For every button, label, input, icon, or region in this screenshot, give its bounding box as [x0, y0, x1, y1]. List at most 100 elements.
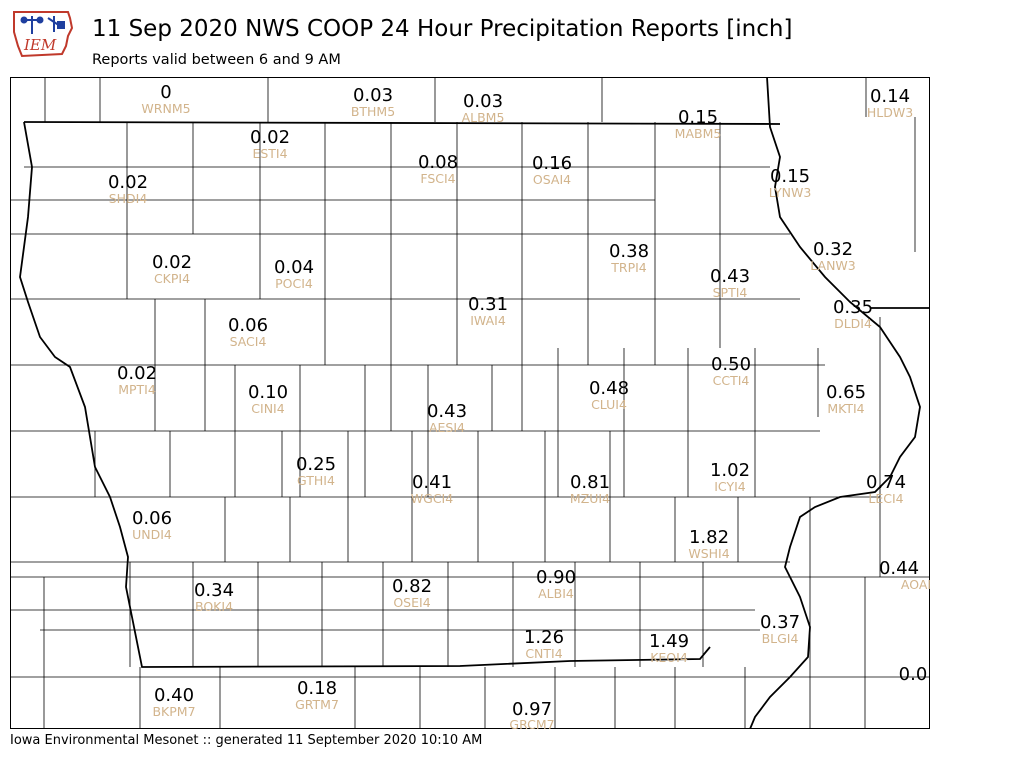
station-id: SHDI4	[109, 191, 148, 206]
station-id: BLGI4	[762, 631, 799, 646]
station-id: KEOI4	[650, 650, 688, 665]
station-id: MABM5	[675, 126, 722, 141]
station-id: LYNW3	[769, 185, 812, 200]
station-value: 0.02	[250, 127, 290, 148]
station-value: 0.50	[711, 354, 751, 375]
station-value: 0.03	[463, 91, 503, 112]
station-value: 0.74	[866, 472, 906, 493]
station-value: 1.49	[649, 631, 689, 652]
logo-text: IEM	[23, 36, 57, 54]
station-value: 0.37	[760, 612, 800, 633]
station-id: GRCM7	[509, 717, 554, 729]
state-border	[19, 77, 930, 729]
station-id: DLDI4	[834, 316, 872, 331]
station-id: OSAI4	[533, 172, 571, 187]
map-border	[10, 77, 930, 729]
weather-station-icon	[20, 16, 65, 34]
iem-logo: IEM	[13, 11, 74, 58]
station-value: 0.06	[132, 508, 172, 529]
station-value: 0.65	[826, 382, 866, 403]
station-value: 0.31	[468, 294, 508, 315]
station-id: GRTM7	[295, 697, 339, 712]
station-value: 1.82	[689, 527, 729, 548]
station-value: 0.06	[228, 315, 268, 336]
station-id: ICYI4	[714, 479, 746, 494]
station-value: 0.40	[154, 685, 194, 706]
station-id: CKPI4	[154, 271, 190, 286]
station-value: 0.35	[833, 297, 873, 318]
station-id: POCI4	[275, 276, 313, 291]
station-id: MZUI4	[570, 491, 610, 506]
station-id: WRNM5	[141, 101, 190, 116]
station-id: UNDI4	[132, 527, 172, 542]
station-value: 0.10	[248, 382, 288, 403]
station-value: 0.16	[532, 153, 572, 174]
map-title: 11 Sep 2020 NWS COOP 24 Hour Precipitati…	[92, 16, 793, 42]
station-value: 0.81	[570, 472, 610, 493]
station-value: 0.43	[710, 266, 750, 287]
station-value: 0.14	[870, 86, 910, 107]
station-value: 0.97	[512, 699, 552, 720]
station-value: 0.34	[194, 580, 234, 601]
station-id: CINI4	[251, 401, 284, 416]
station-value: 0.03	[353, 85, 393, 106]
station-value: 0.48	[589, 378, 629, 399]
station-value: 0.38	[609, 241, 649, 262]
station-value: 0.90	[536, 567, 576, 588]
station-id: SPTI4	[713, 285, 748, 300]
station-id: GTHI4	[297, 473, 335, 488]
station-value: 0.25	[296, 454, 336, 475]
station-id: ALBI4	[538, 586, 574, 601]
station-value: 0.18	[297, 678, 337, 699]
station-id: AESI4	[429, 420, 465, 435]
station-id: LANW3	[810, 258, 855, 273]
station-value: 0.15	[678, 107, 718, 128]
station-value: 1.02	[710, 460, 750, 481]
station-value: 0.44	[879, 558, 919, 579]
station-id: MKTI4	[827, 401, 864, 416]
station-id: TRPI4	[610, 260, 647, 275]
station-id: BOKI4	[195, 599, 233, 614]
station-id: CNTI4	[525, 646, 562, 661]
station-value: 0.0	[899, 664, 928, 685]
station-value: 0.41	[412, 472, 452, 493]
station-id: BTHM5	[351, 104, 395, 119]
station-id: FSCI4	[420, 171, 455, 186]
station-id: ESTI4	[252, 146, 287, 161]
station-value: 1.26	[524, 627, 564, 648]
station-value: 0.15	[770, 166, 810, 187]
station-value: 0.43	[427, 401, 467, 422]
station-id: CLUI4	[591, 397, 627, 412]
station-id: WSHI4	[688, 546, 729, 561]
station-id: WGCI4	[411, 491, 453, 506]
county-boundaries	[10, 77, 930, 729]
station-value: 0	[160, 82, 171, 103]
